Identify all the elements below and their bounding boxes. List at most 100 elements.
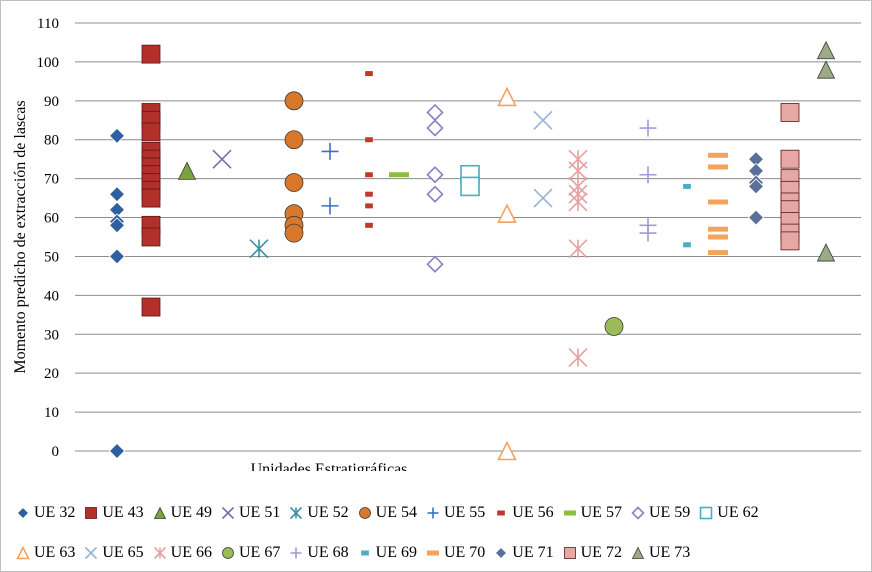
data-point xyxy=(533,188,553,208)
legend-marker xyxy=(290,547,302,559)
legend-label: UE 66 xyxy=(170,544,212,561)
data-point xyxy=(708,152,728,158)
x-axis-label: Unidades Estratigráficas xyxy=(251,461,408,471)
data-point xyxy=(321,197,339,215)
data-point xyxy=(568,192,588,212)
legend-label: UE 63 xyxy=(34,544,76,561)
y-tick-label: 0 xyxy=(52,444,60,460)
y-tick-label: 80 xyxy=(44,133,59,149)
data-point xyxy=(365,137,373,143)
legend-label: UE 52 xyxy=(307,504,349,521)
legend-label: UE 55 xyxy=(443,504,486,521)
y-tick-label: 40 xyxy=(44,288,59,304)
data-point xyxy=(365,203,373,209)
legend-label: UE 72 xyxy=(580,544,622,561)
legend-label: UE 69 xyxy=(375,544,417,561)
y-tick-label: 60 xyxy=(44,211,59,227)
data-point xyxy=(708,234,728,240)
legend-item: UE 56 xyxy=(493,504,554,522)
data-point xyxy=(708,164,728,170)
legend-item: UE 52 xyxy=(288,504,349,522)
y-tick-label: 100 xyxy=(37,55,60,71)
legend-item: UE 65 xyxy=(83,544,144,562)
legend-label: UE 67 xyxy=(238,544,281,561)
y-tick-label: 30 xyxy=(44,327,59,343)
data-point xyxy=(816,40,836,60)
data-point xyxy=(141,122,161,142)
data-point xyxy=(497,440,517,461)
data-point xyxy=(604,317,624,336)
legend-item: UE 68 xyxy=(288,544,349,562)
legend-item: UE 54 xyxy=(357,504,417,522)
data-point xyxy=(780,103,800,122)
legend-item: UE 71 xyxy=(493,544,554,562)
data-point xyxy=(365,172,373,178)
legend-label: UE 62 xyxy=(717,504,759,521)
data-point xyxy=(497,203,517,223)
data-point xyxy=(284,223,304,243)
legend-label: UE 43 xyxy=(102,504,144,521)
data-point xyxy=(639,224,657,242)
scatter-plot: 0 10 20 30 40 50 60 70 80 90 100 110 Momento predic… xyxy=(12,16,861,471)
data-point xyxy=(816,243,836,262)
legend-item: UE 55 xyxy=(425,504,485,522)
data-point xyxy=(365,71,373,77)
legend-marker xyxy=(153,506,166,519)
data-point xyxy=(321,142,339,160)
legend-item: UE 66 xyxy=(152,544,212,562)
data-point xyxy=(141,44,161,64)
legend-item: UE 32 xyxy=(15,504,75,522)
data-point xyxy=(284,173,304,192)
legend-item: UE 49 xyxy=(152,504,212,522)
legend-marker xyxy=(153,546,166,560)
data-point xyxy=(141,188,161,208)
legend-marker xyxy=(426,550,439,556)
legend-item: UE 62 xyxy=(698,504,759,522)
legend-item: UE 67 xyxy=(220,544,280,562)
legend-label: UE 68 xyxy=(307,544,349,561)
legend-label: UE 56 xyxy=(512,504,554,521)
data-point xyxy=(365,222,373,228)
legend-marker xyxy=(16,506,30,520)
data-point xyxy=(426,255,444,273)
data-point xyxy=(365,191,373,197)
legend-marker xyxy=(222,547,234,559)
data-point xyxy=(284,130,304,150)
data-point xyxy=(708,226,728,232)
data-point xyxy=(747,209,765,226)
data-point xyxy=(460,176,480,197)
legend-label: UE 32 xyxy=(34,504,76,521)
legend-marker xyxy=(85,507,98,519)
data-point xyxy=(389,172,409,178)
legend-marker xyxy=(221,506,235,520)
data-point xyxy=(747,178,765,195)
data-point xyxy=(683,242,691,248)
legend-row: UE 32 UE 43 UE 49 UE 51 UE 52 UE 54 UE 55 UE 56… xyxy=(15,503,767,523)
data-point xyxy=(108,186,126,203)
legend-item: UE 51 xyxy=(220,504,280,522)
legend-label: UE 57 xyxy=(580,504,622,521)
data-point xyxy=(426,185,444,203)
data-point xyxy=(108,442,126,460)
grid-lines xyxy=(75,22,861,452)
legend-label: UE 65 xyxy=(102,544,144,561)
data-point xyxy=(533,110,553,130)
data-point xyxy=(780,149,800,169)
data-point xyxy=(708,199,728,205)
legend-marker xyxy=(699,506,713,520)
legend-item: UE 69 xyxy=(357,544,417,562)
data-point xyxy=(708,250,728,256)
data-point xyxy=(683,183,691,189)
legend-label: UE 54 xyxy=(375,504,417,521)
data-point xyxy=(284,91,304,111)
y-tick-label: 90 xyxy=(44,94,59,110)
data-point xyxy=(568,161,588,181)
data-point xyxy=(426,119,444,137)
y-tick-label: 50 xyxy=(44,249,59,265)
legend-item: UE 43 xyxy=(83,504,144,522)
legend-row: UE 63 UE 65 UE 66 UE 67 UE 68 UE 69 UE 70 UE 71… xyxy=(15,543,698,563)
legend-marker xyxy=(358,507,371,519)
data-point xyxy=(497,86,517,107)
legend-item: UE 57 xyxy=(562,504,622,522)
legend-marker xyxy=(16,545,30,560)
